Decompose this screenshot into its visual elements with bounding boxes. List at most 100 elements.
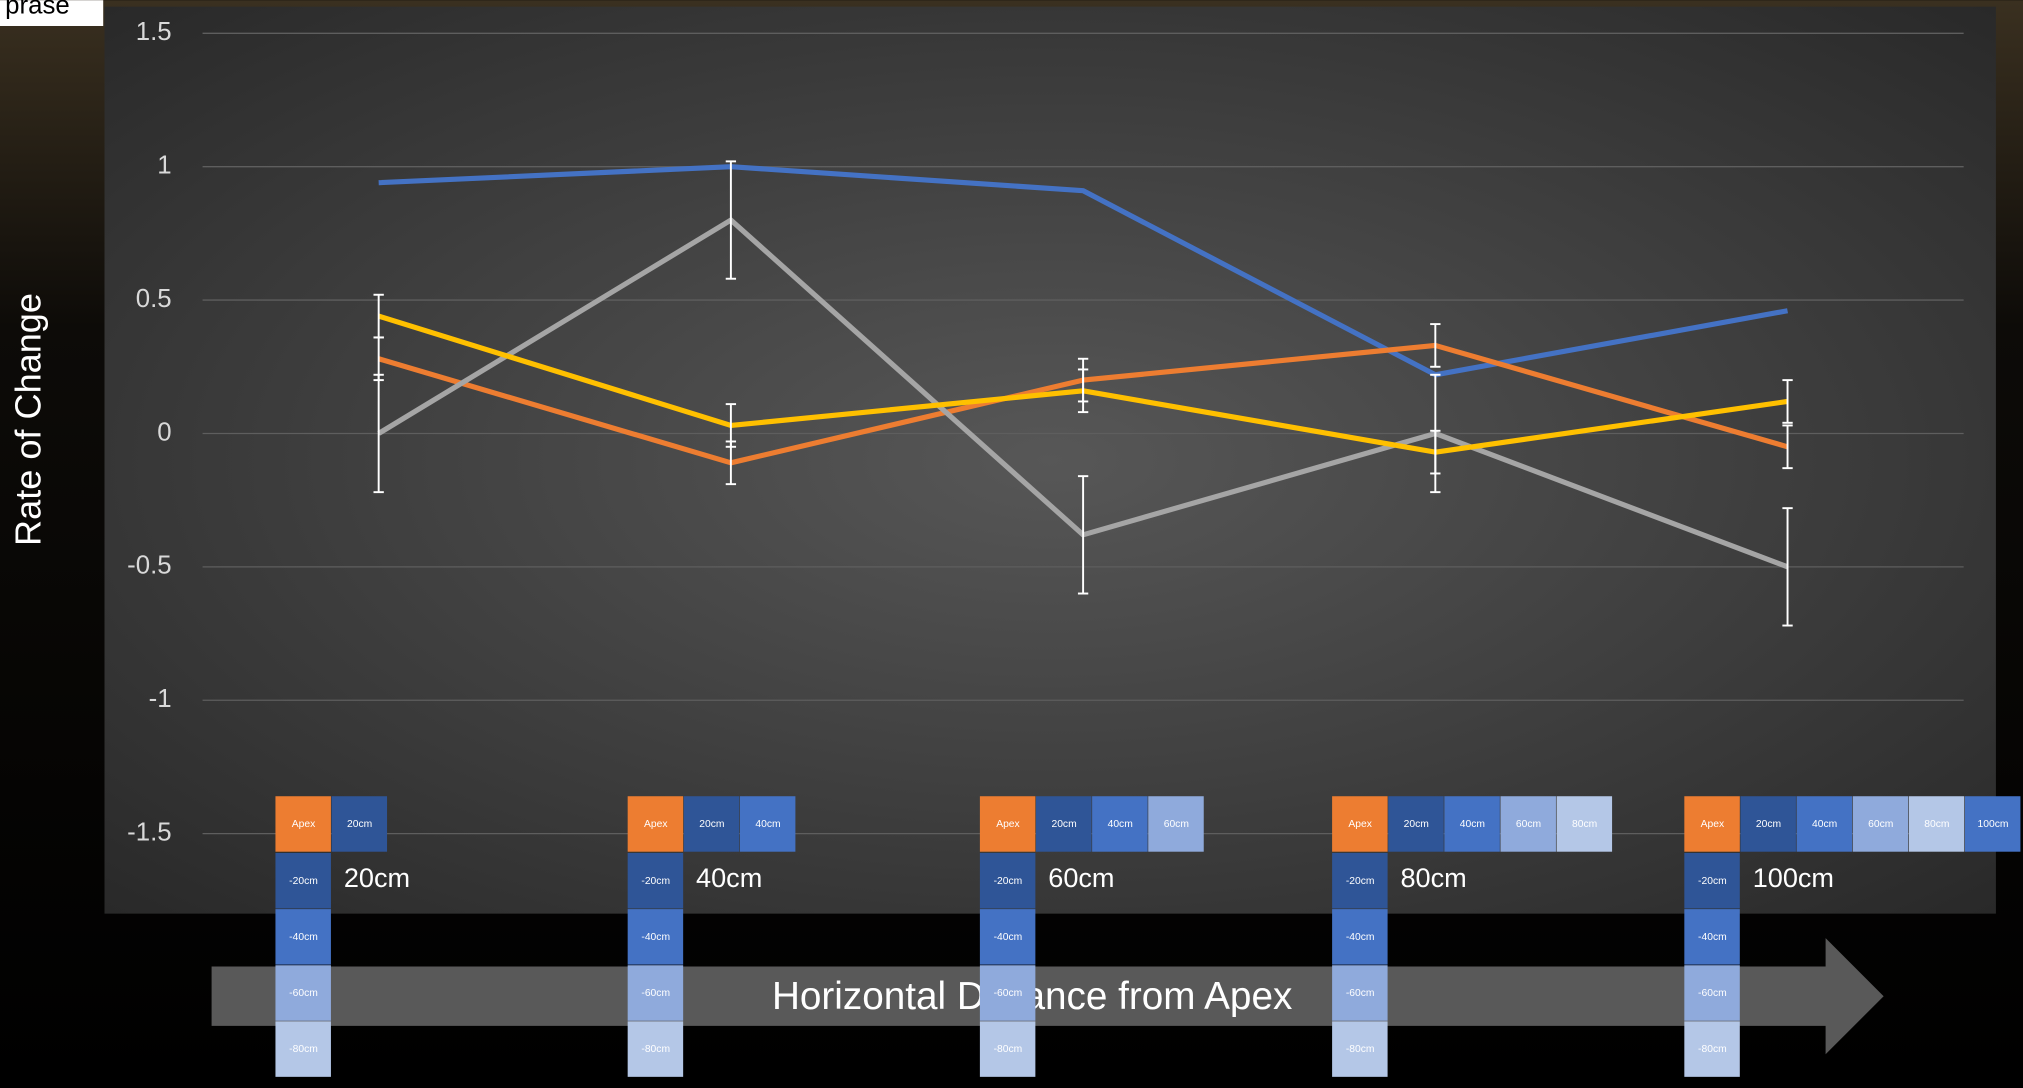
grid-cell: [275, 965, 331, 1021]
cell-label: -40cm: [641, 932, 670, 943]
cell-label: Apex: [292, 819, 316, 830]
grid-cell: [979, 1021, 1036, 1077]
cell-label: -80cm: [994, 1044, 1023, 1055]
grid-cell: [627, 1021, 684, 1077]
error-bar: [1430, 429, 1441, 475]
grid-cell: [1036, 796, 1092, 852]
cell-label: 60cm: [1164, 819, 1189, 830]
cell-label: 40cm: [1108, 819, 1133, 830]
grid-cell: [979, 965, 1036, 1021]
grid-cell: [1332, 909, 1388, 965]
grid-cell: [979, 852, 1036, 909]
grid-cell: [1332, 965, 1388, 1021]
grid-cell: [275, 1021, 331, 1077]
cell-label: -20cm: [641, 876, 670, 887]
cell-label: -80cm: [1698, 1044, 1727, 1055]
grid-cell: [275, 909, 331, 965]
cell-label: -60cm: [289, 988, 318, 999]
error-bar: [1782, 424, 1793, 470]
grid-cell: [1500, 796, 1556, 852]
cell-label: -40cm: [1346, 932, 1375, 943]
grid-cell: [627, 796, 684, 852]
cell-label: -40cm: [1698, 932, 1727, 943]
grid-cell: [1740, 796, 1796, 852]
cell-label: Apex: [644, 819, 668, 830]
cell-label: 80cm: [1572, 819, 1597, 830]
cell-label: -80cm: [289, 1044, 318, 1055]
grid-cell: [1852, 796, 1909, 852]
grid-cell: [275, 852, 331, 909]
y-tick-label: 0.5: [136, 285, 172, 313]
grid-cell: [1684, 965, 1740, 1021]
plot-area: [104, 6, 1996, 914]
cell-label: -80cm: [1346, 1044, 1375, 1055]
y-tick-label: 0: [157, 418, 171, 446]
cell-label: 20cm: [699, 819, 724, 830]
cell-label: 40cm: [1460, 819, 1485, 830]
x-tick-label: 80cm: [1400, 862, 1466, 893]
cell-label: 20cm: [1051, 819, 1076, 830]
cell-label: Apex: [1701, 819, 1725, 830]
grid-cell: [1684, 1021, 1740, 1077]
grid-cell: [627, 909, 684, 965]
grid-cell: [1684, 852, 1740, 909]
cell-label: 40cm: [755, 819, 780, 830]
grid-cell: [1796, 796, 1853, 852]
x-tick-label: 100cm: [1753, 862, 1834, 893]
cell-label: -60cm: [641, 988, 670, 999]
grid-cell: [627, 852, 684, 909]
grid-cell: [1684, 796, 1740, 852]
cell-label: Apex: [996, 819, 1020, 830]
cell-label: Apex: [1348, 819, 1372, 830]
x-tick-label: 60cm: [1048, 862, 1114, 893]
grid-cell: [683, 796, 740, 852]
corner-box: [0, 0, 104, 26]
grid-cell: [1388, 796, 1444, 852]
cell-label: -20cm: [994, 876, 1023, 887]
cell-label: -60cm: [1698, 988, 1727, 999]
grid-cell: [1332, 796, 1388, 852]
grid-cell: [979, 796, 1036, 852]
grid-cell: [627, 965, 684, 1021]
grid-cell: [1444, 796, 1500, 852]
cell-label: -20cm: [1698, 876, 1727, 887]
grid-cell: [275, 796, 331, 852]
cell-label: 40cm: [1812, 819, 1837, 830]
grid-cell: [1332, 1021, 1388, 1077]
y-tick-label: -1.5: [127, 818, 171, 846]
y-tick-label: 1.5: [136, 18, 172, 46]
y-tick-label: -1: [149, 685, 172, 713]
error-bar: [1077, 368, 1089, 414]
cell-label: 80cm: [1924, 819, 1949, 830]
cell-label: -20cm: [1346, 876, 1375, 887]
error-bar: [725, 403, 737, 448]
cell-label: -20cm: [289, 876, 318, 887]
cell-label: -40cm: [289, 932, 318, 943]
error-bar: [725, 160, 737, 280]
grid-cell: [1148, 796, 1204, 852]
grid-cell: [1964, 796, 2021, 852]
cell-label: -60cm: [1346, 988, 1375, 999]
grid-cell: [1332, 852, 1388, 909]
grid-cell: [979, 909, 1036, 965]
error-bar: [373, 373, 384, 494]
grid-cell: [739, 796, 796, 852]
grid-cell: [1908, 796, 1965, 852]
error-bar: [1077, 475, 1089, 595]
corner-text: prase: [5, 0, 70, 19]
error-bar: [373, 293, 384, 339]
cell-label: 20cm: [1756, 819, 1781, 830]
error-bar: [1782, 379, 1793, 424]
grid-cell: [1684, 909, 1740, 965]
error-bar: [1430, 323, 1441, 368]
y-tick-label: 1: [157, 152, 171, 180]
grid-cell: [1556, 796, 1613, 852]
x-tick-label: 20cm: [344, 862, 410, 893]
cell-label: 20cm: [347, 819, 372, 830]
cell-label: -80cm: [641, 1044, 670, 1055]
cell-label: 60cm: [1516, 819, 1541, 830]
series-line: [378, 164, 1789, 378]
cell-label: 100cm: [1978, 819, 2009, 830]
